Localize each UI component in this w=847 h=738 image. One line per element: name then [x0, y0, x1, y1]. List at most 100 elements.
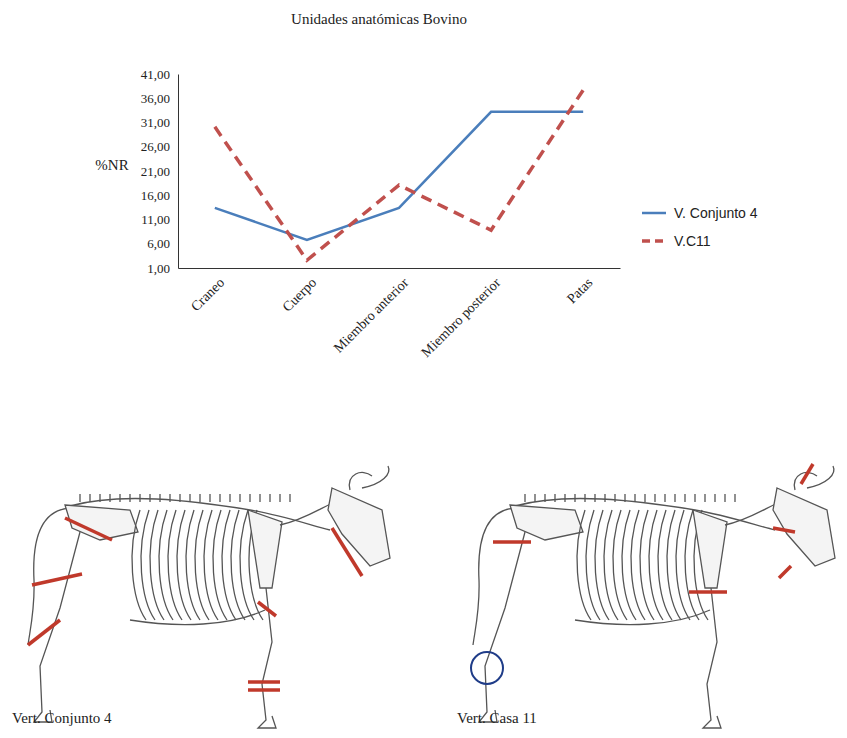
x-axis: Craneo Cuerpo Miembro anteriorMiembro post…: [179, 268, 621, 360]
x-tick-label: Miembro posterior: [418, 275, 503, 360]
skeleton-panel: [471, 464, 835, 728]
skeleton-part: [139, 494, 140, 502]
chart-title: Unidades anatómicas Bovino: [291, 11, 467, 27]
y-tick: 36,00: [141, 91, 178, 106]
skeleton-part: [510, 505, 583, 540]
skeleton-part: [279, 494, 280, 502]
y-tick: 16,00: [141, 188, 178, 203]
skeleton-part: [119, 494, 120, 502]
skeleton-part: [219, 494, 220, 502]
skeleton-part: [159, 494, 160, 502]
y-tick: 41,00: [141, 67, 178, 82]
skeleton-part: [149, 494, 150, 502]
skeleton-part: [269, 494, 270, 502]
panel-caption: Vert. Conjunto 4: [12, 710, 112, 726]
cut-mark: [493, 540, 531, 544]
y-tick-label: 21,00: [141, 164, 170, 179]
skeleton-part: [634, 494, 635, 502]
skeleton-part: [564, 494, 565, 502]
y-tick-label: 16,00: [141, 188, 170, 203]
skeleton-part: [258, 588, 276, 728]
skeleton-part: [674, 494, 675, 502]
skeleton-part: [594, 494, 595, 502]
series-line: [215, 90, 583, 260]
skeleton-part: [229, 494, 230, 502]
y-tick-label: 26,00: [141, 139, 170, 154]
highlight-circle: [471, 652, 503, 684]
cut-mark: [689, 590, 727, 594]
skeleton-part: [604, 494, 605, 502]
x-tick-label: Miembro anterior: [331, 275, 412, 356]
cut-mark: [258, 602, 276, 616]
series-line: [215, 112, 583, 240]
cut-mark: [32, 574, 82, 585]
x-tick: Patas: [564, 268, 596, 306]
skeleton-part: [328, 488, 390, 566]
skeleton-part: [65, 505, 138, 540]
skeleton-part: [575, 610, 710, 625]
skeleton-part: [544, 494, 545, 502]
x-tick: Miembro posterior: [418, 268, 503, 360]
skeleton-part: [109, 494, 110, 502]
x-tick: Craneo: [188, 268, 227, 314]
y-axis-title: %NR: [95, 157, 128, 173]
skeleton-part: [734, 494, 735, 502]
legend-swatch: [642, 212, 666, 215]
cut-mark: [28, 620, 60, 645]
skeleton-part: [289, 494, 290, 502]
cut-mark: [332, 528, 362, 576]
cut-mark: [248, 680, 280, 684]
skeleton-part: [89, 494, 90, 502]
legend-label: V.C11: [674, 233, 711, 249]
cut-mark: [801, 464, 813, 484]
skeleton-part: [644, 494, 645, 502]
skeleton-part: [534, 494, 535, 502]
skeleton-part: [209, 494, 210, 502]
skeleton-part: [179, 494, 180, 502]
skeleton-part: [479, 532, 525, 722]
skeleton-part: [249, 494, 250, 502]
skeleton-part: [554, 494, 555, 502]
y-tick: 1,00: [147, 261, 178, 276]
skeleton-part: [524, 494, 525, 502]
skeleton-part: [129, 494, 130, 502]
x-tick: Cuerpo: [280, 268, 320, 315]
y-tick: 21,00: [141, 164, 178, 179]
skeleton-part: [704, 494, 705, 502]
skeleton-part: [714, 494, 715, 502]
skeleton-part: [664, 494, 665, 502]
y-tick: 11,00: [141, 212, 178, 227]
y-tick: 31,00: [141, 115, 178, 130]
skeleton-part: [259, 494, 260, 502]
y-axis-line: [178, 75, 179, 269]
skeleton-part: [624, 494, 625, 502]
skeleton-part: [584, 494, 585, 502]
x-tick-label: Cuerpo: [280, 275, 320, 315]
y-tick: 26,00: [141, 139, 178, 154]
skeleton-part: [130, 610, 265, 625]
legend-label: V. Conjunto 4: [674, 205, 758, 221]
figure: Unidades anatómicas Bovino %NR 1,00 6,00 11,…: [0, 0, 847, 738]
skeleton-part: [693, 510, 727, 588]
cut-mark: [65, 518, 112, 540]
skeleton-part: [248, 510, 282, 588]
skeleton-part: [684, 494, 685, 502]
skeleton-part: [574, 494, 575, 502]
y-tick: 6,00: [147, 236, 178, 251]
y-tick-label: 41,00: [141, 67, 170, 82]
y-tick-label: 6,00: [147, 236, 170, 251]
skeleton-part: [703, 588, 721, 728]
cut-mark: [248, 688, 280, 692]
skeleton-part: [199, 494, 200, 502]
skeleton-panel: [28, 466, 390, 728]
panel-caption: Vert. Casa 11: [457, 710, 537, 726]
skeleton-part: [169, 494, 170, 502]
x-tick: Miembro anterior: [331, 268, 412, 356]
skeleton-part: [614, 494, 615, 502]
x-axis-line: [179, 268, 621, 269]
skeleton-part: [724, 494, 725, 502]
skeleton-part: [773, 488, 835, 566]
x-tick-label: Patas: [564, 275, 596, 307]
skeleton-part: [34, 532, 80, 722]
lines: [215, 90, 583, 260]
